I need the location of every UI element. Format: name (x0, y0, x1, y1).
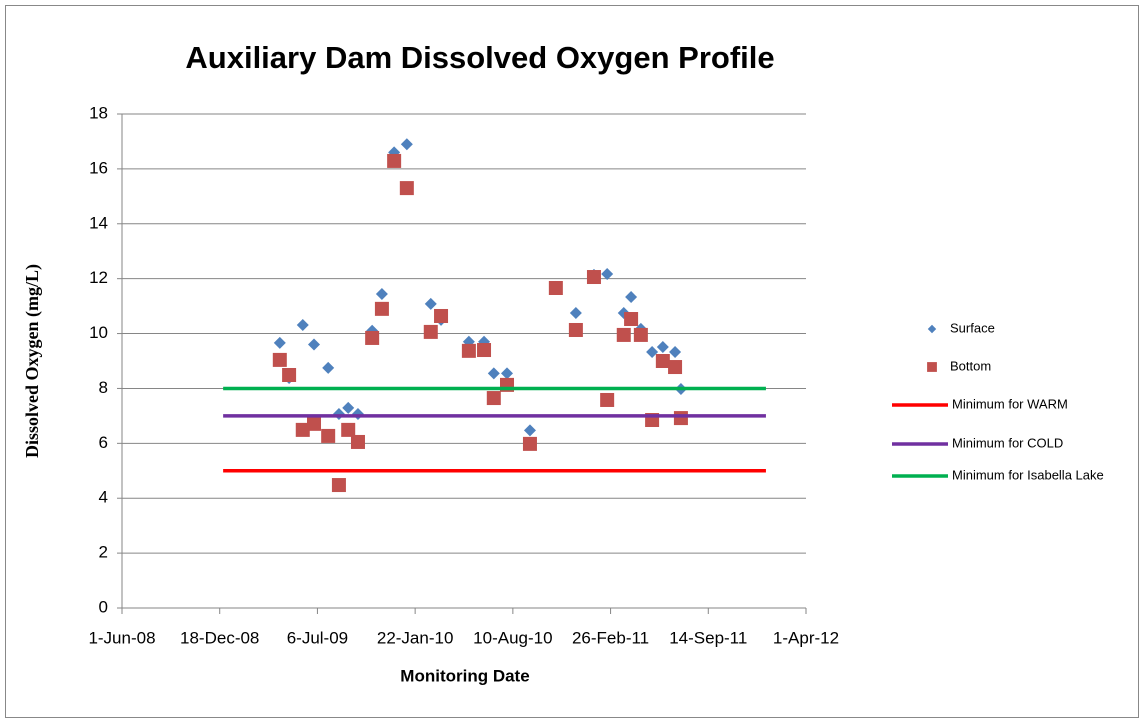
data-point (568, 322, 583, 337)
data-point (655, 354, 670, 368)
x-axis-label: Monitoring Date (400, 666, 529, 685)
x-tick-label: 14-Sep-11 (669, 628, 747, 647)
data-point (342, 401, 355, 414)
legend-label: Minimum for Isabella Lake (952, 467, 1104, 482)
legend-swatch (927, 324, 937, 334)
data-point (616, 327, 631, 342)
data-point (500, 367, 513, 380)
data-point (423, 324, 438, 339)
y-axis-label: Dissolved Oxygen (mg/L) (22, 264, 43, 458)
legend-swatch (927, 362, 937, 372)
data-point (308, 338, 321, 351)
y-tick-label: 10 (89, 323, 108, 342)
data-point (322, 361, 335, 374)
legend-label: Bottom (950, 358, 991, 373)
data-point (600, 392, 615, 407)
x-tick-label: 26-Feb-11 (572, 628, 649, 647)
y-tick-label: 0 (99, 597, 108, 616)
data-point (522, 436, 537, 451)
data-point (365, 330, 380, 345)
y-tick-label: 14 (89, 213, 108, 232)
y-tick-label: 12 (89, 268, 108, 287)
x-tick-label: 10-Aug-10 (473, 628, 552, 647)
data-point (374, 301, 389, 316)
data-point (434, 308, 449, 323)
data-point (424, 297, 437, 310)
x-tick-label: 22-Jan-10 (377, 628, 454, 647)
data-point (601, 268, 614, 281)
data-point (461, 343, 476, 358)
data-point (273, 336, 286, 349)
legend-label: Minimum for WARM (952, 396, 1068, 411)
data-point (295, 422, 310, 437)
x-tick-label: 18-Dec-08 (180, 628, 259, 647)
data-point (668, 360, 683, 375)
data-point (387, 153, 402, 168)
data-point (523, 424, 536, 437)
y-tick-label: 2 (99, 543, 108, 562)
data-point (487, 367, 500, 380)
data-point (477, 343, 492, 358)
data-point (656, 341, 669, 354)
y-tick-label: 16 (89, 158, 108, 177)
data-point (341, 422, 356, 437)
data-point (350, 434, 365, 449)
data-point (272, 352, 287, 367)
y-tick-label: 4 (99, 488, 108, 507)
chart-border (5, 5, 1139, 718)
legend-label: Minimum for COLD (952, 435, 1063, 450)
data-point (400, 138, 413, 151)
data-point (548, 280, 563, 295)
data-point (282, 367, 297, 382)
data-point (486, 391, 501, 406)
x-tick-label: 1-Jun-08 (88, 628, 155, 647)
data-point (375, 288, 388, 301)
x-tick-label: 1-Apr-12 (773, 628, 839, 647)
x-tick-label: 6-Jul-09 (287, 628, 348, 647)
chart-title: Auxiliary Dam Dissolved Oxygen Profile (185, 40, 774, 75)
data-point (624, 312, 639, 327)
data-point (331, 478, 346, 493)
data-point (586, 270, 601, 285)
data-point (569, 306, 582, 319)
data-point (307, 416, 322, 431)
data-point (633, 327, 648, 342)
data-point (296, 319, 309, 332)
y-tick-label: 18 (89, 103, 108, 122)
data-point (673, 411, 688, 426)
data-point (646, 345, 659, 358)
y-tick-label: 6 (99, 433, 108, 452)
data-point (399, 181, 414, 196)
data-point (321, 428, 336, 443)
y-tick-label: 8 (99, 378, 108, 397)
data-point (669, 345, 682, 358)
legend-label: Surface (950, 320, 995, 335)
data-point (625, 291, 638, 304)
